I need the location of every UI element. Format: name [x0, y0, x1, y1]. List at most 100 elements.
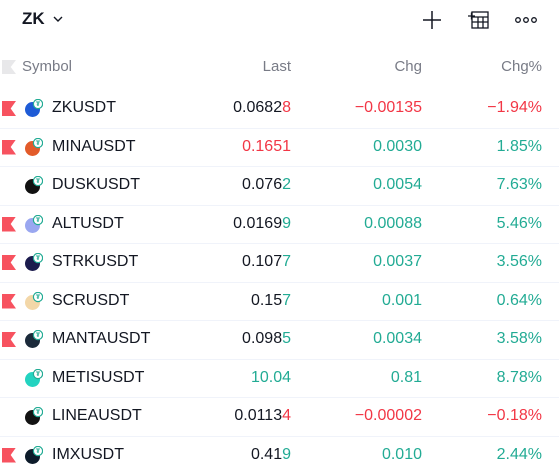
last-price-tail: 7 [282, 292, 291, 309]
watchlist-row[interactable]: ₮ SCRUSDT 0.157 0.001 0.64% [0, 283, 559, 322]
last-price-main: 0.15 [251, 292, 282, 309]
plus-icon [418, 6, 446, 34]
last-price-main: 0.0682 [233, 99, 282, 116]
column-last[interactable]: Last [263, 58, 291, 75]
last-price-main: 0.098 [242, 330, 282, 347]
change-value: 0.81 [391, 369, 422, 387]
watchlist-row[interactable]: ₮ STRKUSDT 0.1077 0.0037 3.56% [0, 244, 559, 283]
coin-logo-icon: ₮ [24, 99, 43, 118]
change-percent: −0.18% [487, 407, 542, 425]
last-price: 0.1651 [242, 138, 291, 156]
symbol-name: MINAUSDT [52, 138, 136, 156]
table-icon [465, 6, 493, 34]
flag-icon[interactable] [2, 332, 16, 347]
last-price: 0.0762 [242, 176, 291, 194]
last-price: 10.04 [251, 369, 291, 387]
change-value: −0.00135 [355, 99, 422, 117]
more-options-button[interactable] [512, 6, 540, 34]
change-value: 0.010 [382, 446, 422, 464]
last-price-tail: 9 [282, 446, 291, 463]
last-price: 0.06828 [233, 99, 291, 117]
last-price: 0.419 [251, 446, 291, 464]
column-header: Symbol Last Chg Chg% [0, 48, 559, 86]
coin-logo-icon: ₮ [24, 176, 43, 195]
change-percent: 0.64% [497, 292, 542, 310]
column-chg[interactable]: Chg [394, 58, 422, 75]
last-price: 0.0985 [242, 330, 291, 348]
watchlist-row[interactable]: ₮ ALTUSDT 0.01699 0.00088 5.46% [0, 206, 559, 245]
coin-logo-icon: ₮ [24, 138, 43, 157]
flag-icon[interactable] [2, 255, 16, 270]
watchlist-row[interactable]: ₮ IMXUSDT 0.419 0.010 2.44% [0, 437, 559, 474]
change-percent: 5.46% [497, 215, 542, 233]
last-price-tail: 5 [282, 330, 291, 347]
flag-icon[interactable] [2, 448, 16, 463]
column-symbol[interactable]: Symbol [22, 58, 72, 75]
flag-icon [2, 60, 16, 74]
last-price-main: 0.076 [242, 176, 282, 193]
flag-icon[interactable] [2, 217, 16, 232]
last-price-main: 0.0169 [233, 215, 282, 232]
last-price: 0.01134 [234, 407, 291, 425]
last-price-main: 0.1651 [242, 138, 291, 155]
change-value: 0.0054 [373, 176, 422, 194]
last-price-main: 0.41 [251, 446, 282, 463]
coin-logo-icon: ₮ [24, 253, 43, 272]
last-price: 0.01699 [233, 215, 291, 233]
coin-logo-icon: ₮ [24, 369, 43, 388]
symbol-name: STRKUSDT [52, 253, 138, 271]
coin-logo-icon: ₮ [24, 330, 43, 349]
change-value: 0.00088 [364, 215, 422, 233]
symbol-name: MANTAUSDT [52, 330, 150, 348]
last-price-tail: 9 [282, 215, 291, 232]
watchlist-selector[interactable]: ZK [22, 9, 63, 29]
change-value: 0.001 [382, 292, 422, 310]
watchlist-row[interactable]: ₮ MINAUSDT 0.1651 0.0030 1.85% [0, 129, 559, 168]
coin-logo-icon: ₮ [24, 215, 43, 234]
watchlist-row[interactable]: ₮ DUSKUSDT 0.0762 0.0054 7.63% [0, 167, 559, 206]
last-price-tail: 2 [282, 176, 291, 193]
watchlist-row[interactable]: ₮ ZKUSDT 0.06828 −0.00135 −1.94% [0, 90, 559, 129]
change-percent: 7.63% [497, 176, 542, 194]
change-percent: 1.85% [497, 138, 542, 156]
last-price-tail: 4 [282, 407, 291, 424]
change-percent: 2.44% [497, 446, 542, 464]
chevron-down-icon [53, 14, 63, 24]
symbol-name: ALTUSDT [52, 215, 124, 233]
watchlist-name: ZK [22, 9, 45, 29]
change-value: −0.00002 [355, 407, 422, 425]
change-percent: 8.78% [497, 369, 542, 387]
last-price: 0.1077 [242, 253, 291, 271]
last-price-main: 0.107 [242, 253, 282, 270]
symbol-name: ZKUSDT [52, 99, 116, 117]
flag-icon[interactable] [2, 294, 16, 309]
symbol-name: DUSKUSDT [52, 176, 140, 194]
change-value: 0.0030 [373, 138, 422, 156]
change-value: 0.0034 [373, 330, 422, 348]
watchlist-row[interactable]: ₮ MANTAUSDT 0.0985 0.0034 3.58% [0, 321, 559, 360]
flag-icon[interactable] [2, 140, 16, 155]
watchlist-row[interactable]: ₮ LINEAUSDT 0.01134 −0.00002 −0.18% [0, 398, 559, 437]
coin-logo-icon: ₮ [24, 446, 43, 465]
symbol-name: SCRUSDT [52, 292, 129, 310]
symbol-name: IMXUSDT [52, 446, 124, 464]
change-value: 0.0037 [373, 253, 422, 271]
change-percent: −1.94% [487, 99, 542, 117]
last-price-tail: 8 [282, 99, 291, 116]
last-price-tail: 7 [282, 253, 291, 270]
flag-icon[interactable] [2, 101, 16, 116]
coin-logo-icon: ₮ [24, 292, 43, 311]
coin-logo-icon: ₮ [24, 407, 43, 426]
change-percent: 3.56% [497, 253, 542, 271]
watchlist-header: ZK [0, 0, 559, 42]
advanced-view-button[interactable] [465, 6, 493, 34]
last-price-main: 0.0113 [234, 407, 282, 424]
more-icon [512, 6, 540, 34]
change-percent: 3.58% [497, 330, 542, 348]
symbol-name: LINEAUSDT [52, 407, 142, 425]
symbol-name: METISUSDT [52, 369, 144, 387]
column-chg-percent[interactable]: Chg% [501, 58, 542, 75]
watchlist-row[interactable]: ₮ METISUSDT 10.04 0.81 8.78% [0, 360, 559, 399]
watchlist-rows: ₮ ZKUSDT 0.06828 −0.00135 −1.94% ₮ MINAUSDT 0.1… [0, 90, 559, 474]
add-symbol-button[interactable] [418, 6, 446, 34]
